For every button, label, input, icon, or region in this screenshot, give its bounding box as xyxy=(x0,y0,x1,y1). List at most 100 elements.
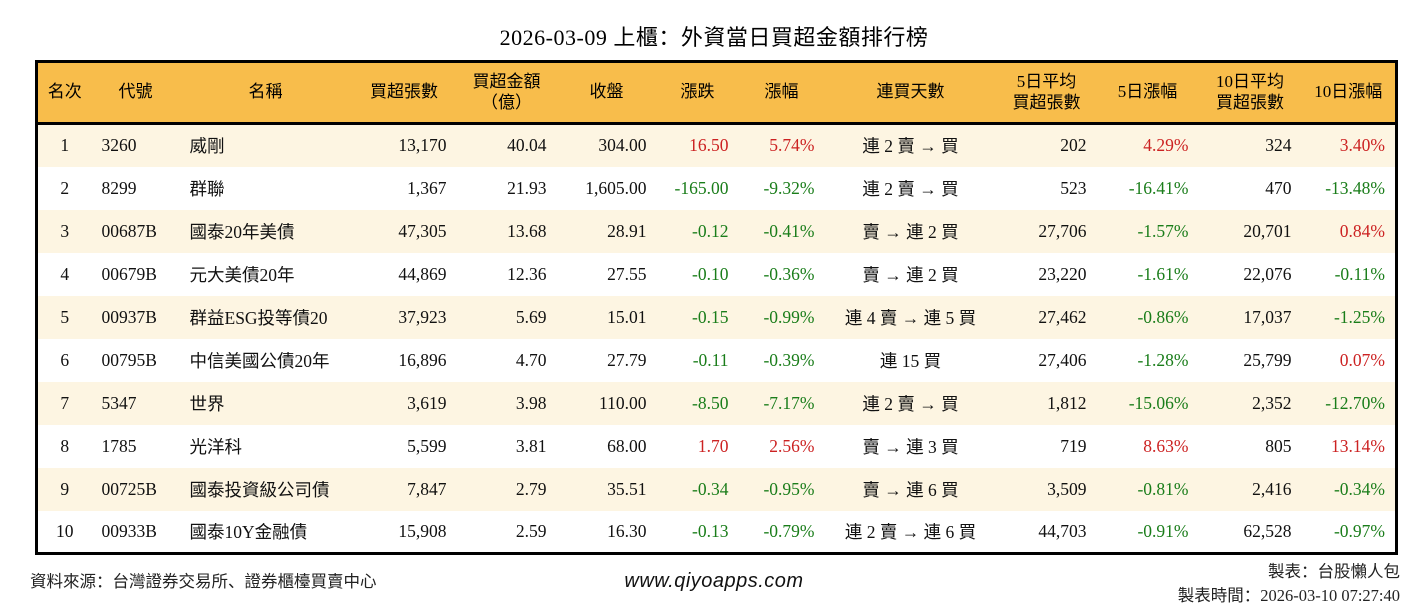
cell-avg10: 20,701 xyxy=(1243,220,1292,241)
cell-change: -165.00 xyxy=(674,177,729,198)
cell-volume: 37,923 xyxy=(398,306,447,327)
cell-rank: 3 xyxy=(60,220,70,241)
cell-code: 00679B xyxy=(101,263,157,284)
cell-streak: 賣 → 連 2 買 xyxy=(862,264,959,285)
cell-streak: 賣 → 連 6 買 xyxy=(862,479,959,500)
cell-change: -0.13 xyxy=(692,520,729,541)
cell-pct10: 13.14% xyxy=(1331,435,1385,456)
cell-name: 中信美國公債20年 xyxy=(189,350,330,371)
cell-avg5: 27,462 xyxy=(1038,306,1087,327)
cell-avg5: 44,703 xyxy=(1038,520,1087,541)
col-header-name: 名稱 xyxy=(179,61,352,125)
cell-rank: 7 xyxy=(60,392,70,413)
cell-pct10: 3.40% xyxy=(1339,135,1385,156)
cell-streak: 連 2 賣 → 買 xyxy=(862,136,959,157)
cell-pct5: -0.86% xyxy=(1137,306,1189,327)
footer: 資料來源：台灣證券交易所、證券櫃檯買賣中心 www.qiyoapps.com 製… xyxy=(0,558,1428,612)
cell-name: 國泰投資級公司債 xyxy=(189,479,330,500)
cell-close: 27.55 xyxy=(607,263,647,284)
cell-pct5: -1.28% xyxy=(1137,349,1189,370)
cell-name: 群益ESG投等債20 xyxy=(189,307,328,328)
col-header-streak: 連買天數 xyxy=(824,61,997,125)
cell-pct5: -1.57% xyxy=(1137,220,1189,241)
cell-pct5: -16.41% xyxy=(1128,177,1189,198)
data-source-label: 資料來源：台灣證券交易所、證券櫃檯買賣中心 xyxy=(30,572,377,591)
col-header-close: 收盤 xyxy=(556,61,657,125)
cell-change: -0.34 xyxy=(692,478,729,499)
table-row: 7 5347 世界 3,619 3.98 110.00 -8.50 -7.17% 連 2 賣 →… xyxy=(36,381,1397,425)
cell-change_pct: -0.95% xyxy=(763,478,815,499)
cell-change: 16.50 xyxy=(689,135,729,156)
cell-pct5: 4.29% xyxy=(1143,135,1189,156)
cell-pct5: -1.61% xyxy=(1137,263,1189,284)
cell-rank: 9 xyxy=(60,478,70,499)
cell-code: 00933B xyxy=(101,520,157,541)
cell-amount: 3.98 xyxy=(515,392,547,413)
cell-name: 光洋科 xyxy=(189,436,243,457)
cell-amount: 2.59 xyxy=(515,520,547,541)
cell-volume: 7,847 xyxy=(407,478,447,499)
cell-avg10: 22,076 xyxy=(1243,263,1292,284)
cell-rank: 10 xyxy=(56,520,74,541)
cell-amount: 4.70 xyxy=(515,349,547,370)
col-header-rank: 名次 xyxy=(36,61,92,125)
cell-rank: 2 xyxy=(60,177,70,198)
cell-streak: 連 2 賣 → 連 6 買 xyxy=(844,521,977,542)
cell-close: 68.00 xyxy=(607,435,647,456)
cell-volume: 15,908 xyxy=(398,520,447,541)
cell-change: -8.50 xyxy=(692,392,729,413)
cell-change: -0.11 xyxy=(692,349,729,370)
cell-close: 15.01 xyxy=(607,306,647,327)
table-row: 4 00679B 元大美債20年 44,869 12.36 27.55 -0.10 -0.36… xyxy=(36,252,1397,296)
cell-volume: 3,619 xyxy=(407,392,447,413)
cell-change_pct: 5.74% xyxy=(769,135,815,156)
cell-streak: 賣 → 連 3 買 xyxy=(862,436,959,457)
cell-change_pct: 2.56% xyxy=(769,435,815,456)
col-header-amount: 買超金額 （億） xyxy=(456,61,557,125)
cell-avg10: 25,799 xyxy=(1243,349,1292,370)
cell-avg5: 719 xyxy=(1060,435,1087,456)
cell-avg10: 2,352 xyxy=(1252,392,1292,413)
website-label: www.qiyoapps.com xyxy=(624,570,804,592)
cell-close: 27.79 xyxy=(607,349,647,370)
cell-avg5: 27,706 xyxy=(1038,220,1087,241)
cell-amount: 2.79 xyxy=(515,478,547,499)
cell-avg5: 27,406 xyxy=(1038,349,1087,370)
cell-avg5: 3,509 xyxy=(1047,478,1087,499)
cell-pct5: 8.63% xyxy=(1143,435,1189,456)
page-title: 2026-03-09 上櫃：外資當日買超金額排行榜 xyxy=(499,25,929,50)
cell-name: 世界 xyxy=(189,393,225,414)
cell-amount: 12.36 xyxy=(507,263,547,284)
cell-change_pct: -7.17% xyxy=(763,392,815,413)
cell-code: 5347 xyxy=(101,392,137,413)
cell-close: 1,605.00 xyxy=(585,177,647,198)
ranking-table: 名次 代號 名稱 買超張數 買超金額 （億） 收盤 漲跌 漲幅 連買天數 5日平均 買超張數 5日漲幅 1… xyxy=(35,60,1398,555)
cell-avg5: 202 xyxy=(1060,135,1087,156)
cell-change_pct: -0.36% xyxy=(763,263,815,284)
cell-name: 威剛 xyxy=(189,136,225,157)
cell-avg10: 62,528 xyxy=(1243,520,1292,541)
col-header-pct10: 10日漲幅 xyxy=(1301,61,1397,125)
cell-change_pct: -0.79% xyxy=(763,520,815,541)
table-row: 6 00795B 中信美國公債20年 16,896 4.70 27.79 -0.11 -0.3… xyxy=(36,338,1397,382)
cell-rank: 5 xyxy=(60,306,70,327)
col-header-pct5: 5日漲幅 xyxy=(1096,61,1199,125)
cell-avg10: 17,037 xyxy=(1243,306,1292,327)
cell-avg10: 805 xyxy=(1265,435,1292,456)
cell-volume: 1,367 xyxy=(407,177,447,198)
cell-code: 1785 xyxy=(101,435,137,456)
cell-code: 00937B xyxy=(101,306,157,327)
cell-close: 35.51 xyxy=(607,478,647,499)
table-row: 8 1785 光洋科 5,599 3.81 68.00 1.70 2.56% 賣 → 連 3 買… xyxy=(36,424,1397,468)
cell-pct5: -15.06% xyxy=(1128,392,1189,413)
cell-streak: 連 4 賣 → 連 5 買 xyxy=(844,307,977,328)
cell-streak: 賣 → 連 2 買 xyxy=(862,221,959,242)
cell-volume: 5,599 xyxy=(407,435,447,456)
maker-label: 製表：台股懶人包 xyxy=(1268,562,1400,581)
cell-close: 28.91 xyxy=(607,220,647,241)
credit-block: 製表：台股懶人包 製表時間：2026-03-10 07:27:40 xyxy=(1178,560,1400,608)
cell-name: 群聯 xyxy=(189,178,225,199)
cell-code: 3260 xyxy=(101,135,137,156)
made-at-label: 製表時間：2026-03-10 07:27:40 xyxy=(1177,585,1400,605)
cell-avg10: 324 xyxy=(1265,135,1292,156)
